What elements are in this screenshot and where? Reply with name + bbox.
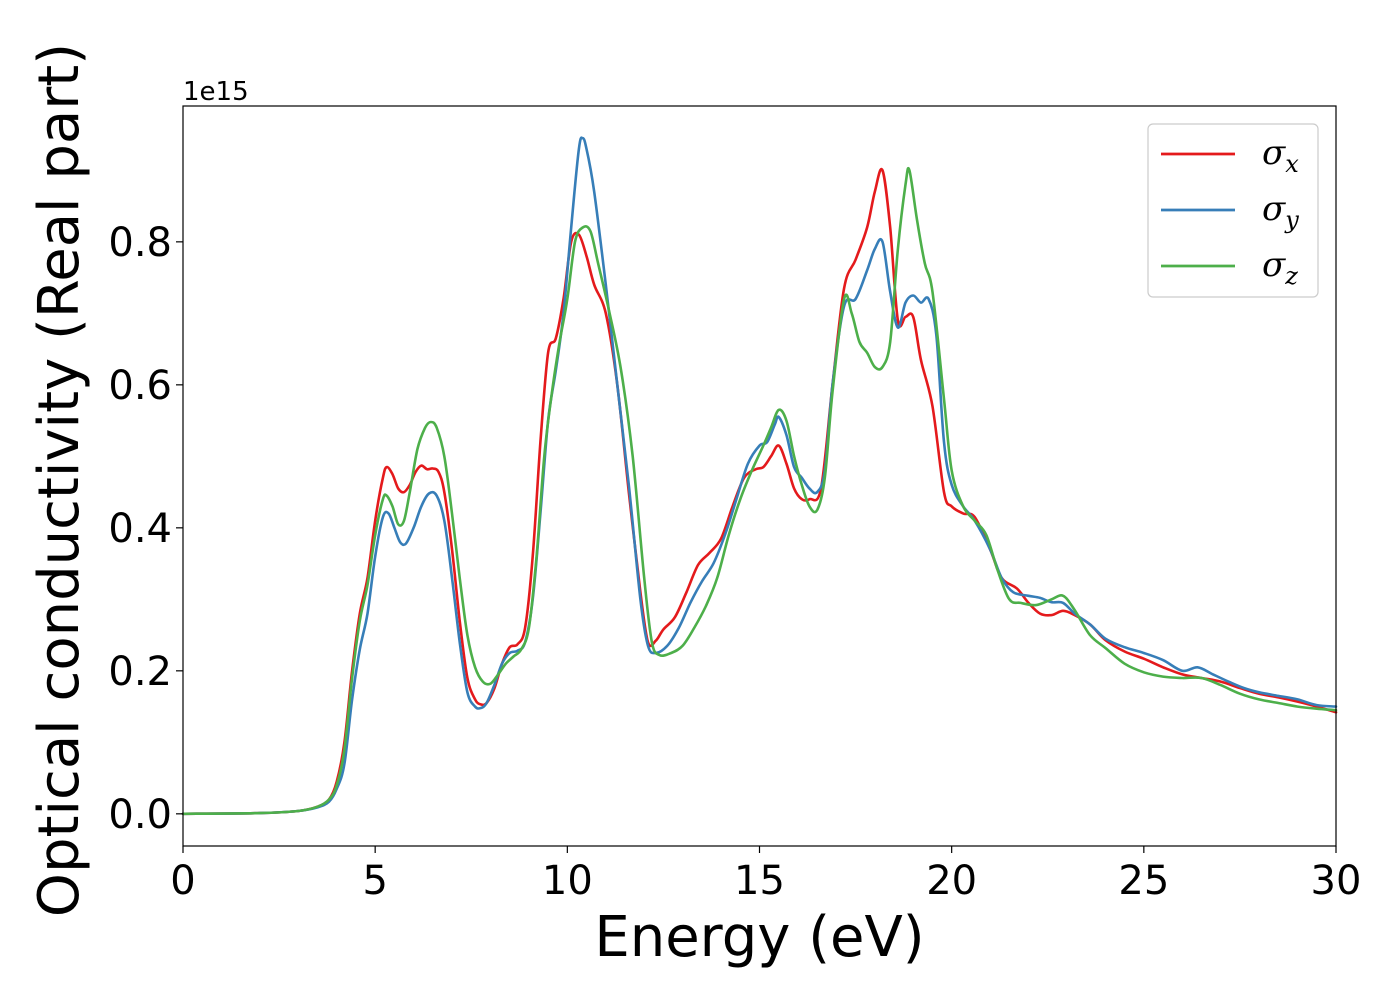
x-axis-title: Energy (eV)	[594, 905, 924, 970]
y-axis-offset-label: 1e15	[183, 77, 249, 107]
series-line-sigma-y	[181, 136, 1338, 816]
y-tick-label: 0.4	[108, 506, 172, 552]
legend-label-sigma-x: σx	[1262, 133, 1299, 178]
x-tick-label: 10	[542, 858, 593, 904]
y-axis-title: Optical conductivity (Real part)	[27, 43, 92, 917]
x-tick-label: 15	[734, 858, 785, 904]
y-tick-label: 0.2	[108, 649, 172, 695]
y-tick-label: 0.8	[108, 220, 172, 266]
y-tick-label: 0.6	[108, 363, 172, 409]
x-tick-label: 25	[1118, 858, 1169, 904]
x-tick-label: 0	[170, 858, 195, 904]
series-line-sigma-z	[181, 166, 1338, 816]
y-axis: 0.0 0.2 0.4 0.6 0.8	[108, 220, 183, 838]
x-tick-label: 5	[362, 858, 387, 904]
series-lines	[181, 136, 1338, 816]
y-tick-label: 0.0	[108, 792, 172, 838]
x-tick-label: 30	[1311, 858, 1362, 904]
x-tick-label: 20	[926, 858, 977, 904]
x-axis: 0 5 10 15 20 25 30	[170, 846, 1361, 904]
series-line-sigma-x	[181, 167, 1338, 816]
